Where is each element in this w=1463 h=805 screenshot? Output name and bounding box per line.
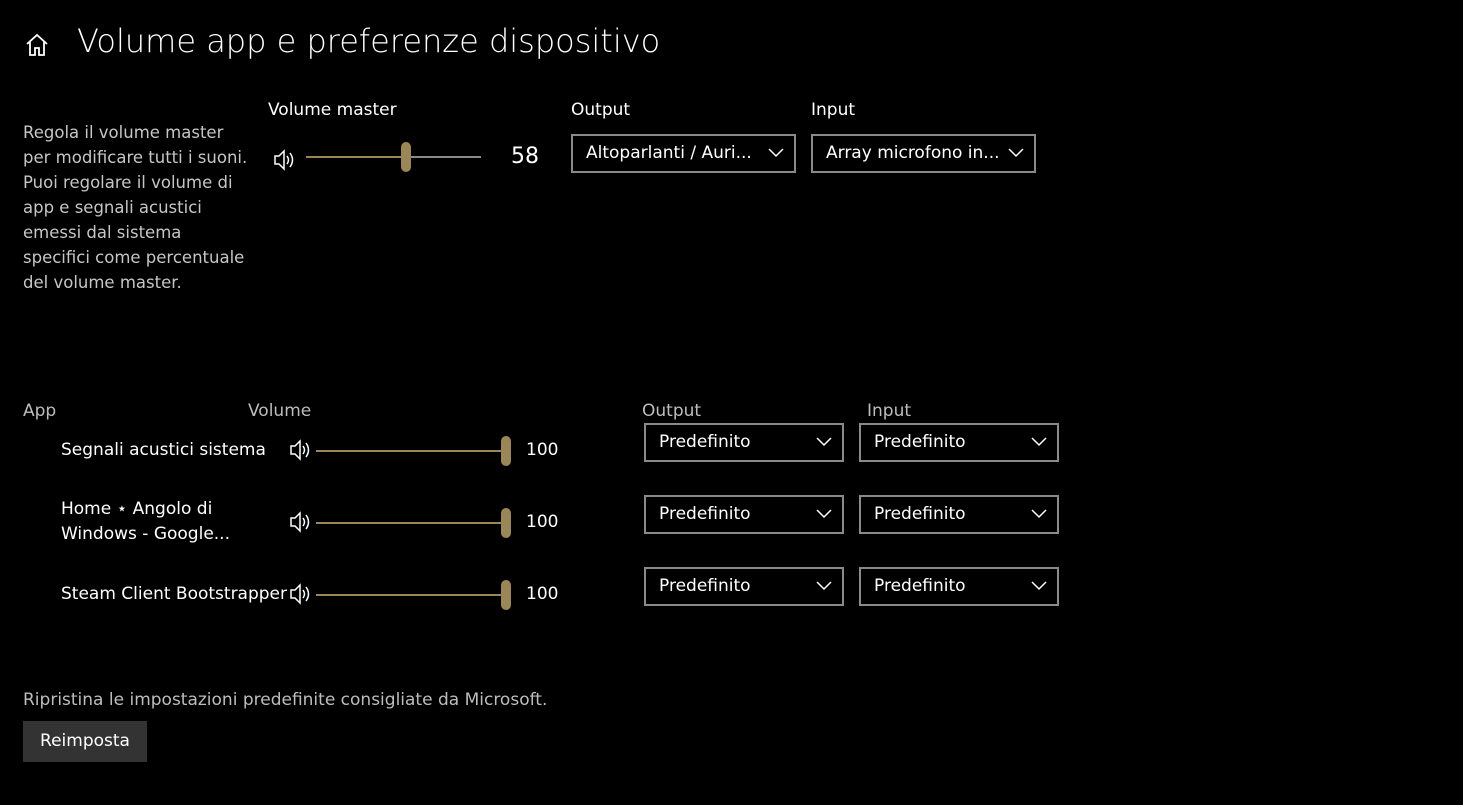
app-name: Segnali acustici sistema	[61, 438, 266, 463]
chevron	[816, 509, 832, 519]
description-line: Puoi regolare il volume di	[23, 173, 233, 192]
input-label: Input	[811, 100, 856, 120]
dropdown-value: Array microfono in...	[826, 143, 1000, 163]
dropdown-value: Altoparlanti / Auri...	[586, 143, 752, 163]
app-name-line: Windows - Google...	[61, 524, 230, 544]
slider-track	[316, 450, 506, 452]
chevron	[1031, 437, 1047, 447]
input-dropdown[interactable]: Predefinito	[859, 423, 1059, 462]
slider-thumb[interactable]	[501, 508, 511, 538]
app-volume-value: 100	[526, 440, 559, 460]
speaker-icon[interactable]	[289, 511, 313, 533]
description-line: per modificare tutti i suoni.	[23, 148, 248, 167]
chevron	[816, 437, 832, 447]
app-volume-value: 100	[526, 584, 559, 604]
column-header: Output	[642, 401, 702, 421]
column-header: App	[23, 401, 57, 421]
app-name-line: Steam Client Bootstrapper	[61, 583, 288, 604]
output-label: Output	[571, 100, 631, 120]
input-dropdown[interactable]: Predefinito	[859, 495, 1059, 534]
output-dropdown[interactable]: Predefinito	[644, 423, 844, 462]
output-dropdown[interactable]: Predefinito	[644, 567, 844, 606]
dropdown-value: Predefinito	[659, 504, 751, 524]
speaker-icon[interactable]	[273, 149, 297, 171]
column-header: Volume	[248, 401, 312, 421]
chevron	[1031, 509, 1047, 519]
chevron	[816, 581, 832, 591]
app-name: Steam Client Bootstrapper	[61, 582, 287, 607]
speaker-icon[interactable]	[289, 583, 313, 605]
dropdown-value: Predefinito	[874, 432, 966, 452]
reset-note: Ripristina le impostazioni predefinite c…	[23, 690, 548, 710]
slider-thumb[interactable]	[501, 436, 511, 466]
slider-track	[316, 594, 506, 596]
description-line: del volume master.	[23, 273, 182, 292]
volume-master-label: Volume master	[268, 100, 397, 120]
column-header: Input	[867, 401, 912, 421]
slider-track	[316, 522, 506, 524]
output-dropdown[interactable]: Altoparlanti / Auri...	[571, 134, 796, 173]
master-volume-value: 58	[511, 144, 539, 169]
speaker-icon[interactable]	[289, 439, 313, 461]
slider-thumb[interactable]	[401, 142, 411, 172]
page-title: Volume app e preferenze dispositivo	[77, 22, 661, 60]
output-dropdown[interactable]: Predefinito	[644, 495, 844, 534]
dropdown-value: Predefinito	[659, 576, 751, 596]
chevron	[1008, 148, 1024, 158]
description-line: emessi dal sistema	[23, 223, 182, 242]
input-dropdown[interactable]: Array microfono in...	[811, 134, 1036, 173]
home-icon[interactable]	[24, 32, 50, 58]
app-name-line: Segnali acustici sistema	[61, 439, 266, 460]
reset-button[interactable]: Reimposta	[23, 721, 147, 762]
dropdown-value: Predefinito	[659, 432, 751, 452]
app-volume-value: 100	[526, 512, 559, 532]
description: Regola il volume master per modificare tu…	[23, 120, 247, 295]
dropdown-value: Predefinito	[874, 576, 966, 596]
description-line: specifici come percentuale	[23, 248, 245, 267]
input-dropdown[interactable]: Predefinito	[859, 567, 1059, 606]
dropdown-value: Predefinito	[874, 504, 966, 524]
slider-thumb[interactable]	[501, 580, 511, 610]
chevron	[768, 148, 784, 158]
description-line: app e segnali acustici	[23, 198, 202, 217]
description-line: Regola il volume master	[23, 123, 224, 142]
app-name-line: Home ⋆ Angolo di	[61, 499, 213, 519]
slider-fill	[306, 156, 406, 158]
app-name: Home ⋆ Angolo di Windows - Google...	[61, 497, 230, 547]
chevron	[1031, 581, 1047, 591]
